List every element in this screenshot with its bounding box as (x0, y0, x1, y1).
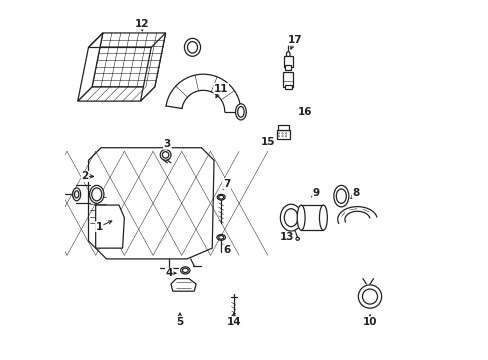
Ellipse shape (333, 185, 348, 207)
Ellipse shape (217, 234, 225, 240)
Text: 13: 13 (280, 232, 294, 242)
Text: 15: 15 (260, 138, 274, 147)
Bar (278, 126, 288, 130)
Text: 8: 8 (351, 188, 359, 198)
Ellipse shape (297, 205, 305, 230)
Ellipse shape (319, 205, 326, 230)
Ellipse shape (281, 135, 283, 137)
Ellipse shape (278, 133, 279, 134)
Ellipse shape (358, 285, 381, 308)
Bar (284, 55, 292, 67)
Ellipse shape (184, 39, 200, 56)
Text: 17: 17 (287, 35, 302, 45)
Polygon shape (140, 33, 165, 101)
Bar (285, 65, 291, 69)
Text: 14: 14 (226, 317, 241, 327)
Bar (283, 72, 293, 87)
Text: 5: 5 (176, 317, 183, 327)
Text: 2: 2 (81, 171, 88, 181)
Text: 11: 11 (214, 84, 228, 94)
Ellipse shape (160, 149, 171, 160)
Polygon shape (92, 33, 165, 87)
Ellipse shape (286, 51, 289, 57)
Bar (276, 130, 290, 139)
Ellipse shape (285, 135, 286, 137)
Text: 7: 7 (223, 179, 230, 189)
Text: 6: 6 (223, 245, 230, 255)
Bar (284, 85, 291, 89)
Text: 12: 12 (135, 19, 149, 29)
Ellipse shape (285, 133, 286, 134)
Ellipse shape (281, 133, 283, 134)
Polygon shape (88, 148, 214, 259)
Ellipse shape (180, 267, 190, 274)
Polygon shape (171, 279, 196, 291)
Text: 9: 9 (312, 188, 319, 198)
Ellipse shape (278, 135, 279, 137)
Polygon shape (78, 87, 155, 101)
Polygon shape (78, 33, 102, 101)
Ellipse shape (74, 191, 79, 198)
Ellipse shape (280, 204, 301, 231)
Ellipse shape (92, 188, 102, 201)
Ellipse shape (295, 237, 299, 240)
Text: 10: 10 (362, 317, 377, 327)
Text: 4: 4 (165, 268, 173, 278)
Ellipse shape (89, 185, 104, 203)
Ellipse shape (73, 190, 78, 199)
Text: 16: 16 (298, 107, 312, 117)
Text: 1: 1 (96, 222, 102, 231)
Ellipse shape (73, 188, 81, 201)
Ellipse shape (235, 104, 246, 120)
Polygon shape (96, 205, 124, 248)
Text: 3: 3 (163, 139, 171, 149)
Ellipse shape (217, 194, 224, 200)
Ellipse shape (218, 195, 223, 199)
